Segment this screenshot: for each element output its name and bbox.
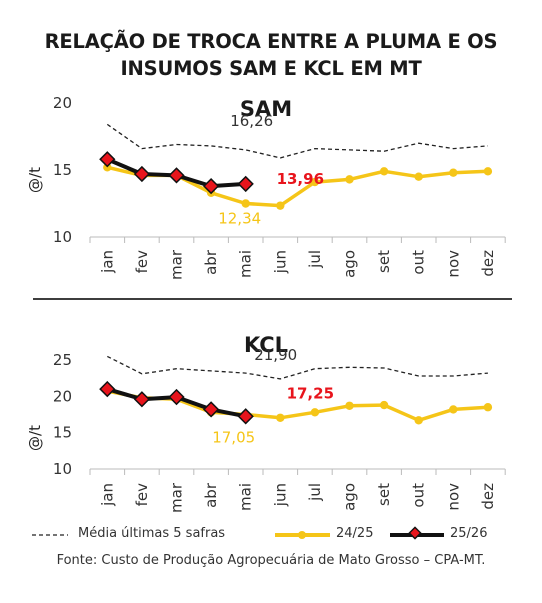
annotation-label: 13,96: [277, 170, 324, 188]
x-tick-label: jun: [271, 250, 289, 274]
x-tick-label: abr: [202, 482, 220, 508]
y-tick-label: 20: [53, 94, 72, 112]
y-tick-label: 10: [53, 228, 72, 246]
x-tick-label: ago: [341, 250, 359, 278]
y-tick-label: 20: [53, 387, 72, 405]
x-tick-label: out: [410, 483, 428, 508]
series-2425-point: [483, 167, 493, 176]
legend-label-prev: 24/25: [336, 526, 374, 541]
legend-swatches: [32, 526, 444, 540]
y-axis-label: @/t: [26, 425, 44, 451]
series-2526-point: [237, 408, 254, 425]
x-tick-label: jul: [306, 483, 324, 502]
panel-title: SAM: [240, 97, 292, 121]
series-2526-point: [133, 391, 151, 408]
series-avg-line: [106, 123, 488, 159]
source-note: Fonte: Custo de Produção Agropecuária de…: [56, 553, 486, 568]
x-tick-label: set: [375, 250, 393, 273]
series-2425-point: [414, 172, 423, 181]
series-2425-point: [345, 401, 354, 410]
series-2425-point: [345, 175, 354, 184]
series-2526-point: [133, 165, 151, 183]
annotation-label: 17,05: [212, 429, 255, 447]
series-avg-line: [107, 355, 488, 380]
panel-sam: SAM @/t 10 15 20 jan fev mar abr mai jun jul ago set o…: [26, 94, 506, 280]
annotation-label: 17,25: [287, 384, 334, 402]
panel-title: KCL: [244, 333, 288, 357]
x-tick-label: mar: [168, 249, 186, 280]
series-2425-point: [276, 201, 285, 210]
series-2526-point: [168, 388, 185, 406]
y-tick-label: 10: [53, 460, 72, 478]
series-2425-point: [449, 405, 458, 414]
series-2425-point: [414, 416, 423, 425]
x-tick-label: jan: [98, 483, 116, 507]
legend-label-curr: 25/26: [450, 526, 488, 541]
y-tick-label: 15: [53, 424, 72, 442]
series-2425-point: [449, 168, 458, 177]
y-tick-label: 25: [53, 351, 72, 369]
x-tick-label: jul: [306, 250, 324, 269]
x-tick-label: fev: [133, 250, 151, 274]
legend-swatch-curr-diamond: [408, 526, 422, 540]
series-2526-point: [202, 177, 220, 195]
x-tick-label: jun: [271, 483, 289, 507]
legend-swatch-prev-dot: [298, 531, 306, 539]
x-tick-label: fev: [133, 483, 151, 507]
chart-title-line1: RELAÇÃO DE TROCA ENTRE A PLUMA E OS: [44, 30, 498, 53]
annotation-label: 12,34: [218, 210, 261, 228]
chart-title-line2: INSUMOS SAM E KCL EM MT: [120, 57, 422, 80]
x-tick-label: nov: [444, 483, 462, 511]
annotation-label: 21,90: [254, 346, 297, 364]
series-2425-point: [310, 408, 320, 417]
x-tick-label: jan: [98, 250, 116, 274]
series-2425-point: [379, 400, 389, 410]
series-2526-point: [99, 151, 116, 168]
series-2526-point: [168, 167, 185, 184]
x-tick-label: ago: [341, 483, 359, 511]
x-tick-label: abr: [202, 249, 220, 275]
x-tick-label: mar: [168, 482, 186, 513]
x-tick-label: mai: [237, 483, 255, 511]
x-tick-label: dez: [479, 250, 497, 277]
series-2526-point: [237, 175, 254, 193]
series-2526-point: [202, 401, 220, 418]
panel-kcl: KCL @/t 10 15 20 25 jan fev mar abr mai jun jul ago se…: [26, 333, 506, 513]
x-tick-label: set: [375, 483, 393, 506]
y-tick-label: 15: [53, 161, 72, 179]
chart-title: RELAÇÃO DE TROCA ENTRE A PLUMA E OS INSU…: [0, 28, 542, 82]
x-tick-label: nov: [444, 250, 462, 278]
legend-label-avg: Média últimas 5 safras: [78, 526, 226, 541]
series-2526-point: [99, 380, 116, 398]
series-2425-point: [379, 167, 389, 176]
x-tick-label: out: [410, 250, 428, 275]
y-axis-label: @/t: [26, 167, 44, 193]
series-2425-point: [241, 199, 250, 208]
annotation-label: 16,26: [230, 112, 273, 130]
series-2425-point: [310, 177, 320, 187]
x-tick-label: dez: [479, 483, 497, 510]
x-tick-label: mai: [237, 250, 255, 278]
series-2425-point: [276, 413, 285, 422]
legend: Média últimas 5 safras 24/25 25/26: [30, 524, 530, 546]
series-2425-point: [483, 403, 493, 412]
